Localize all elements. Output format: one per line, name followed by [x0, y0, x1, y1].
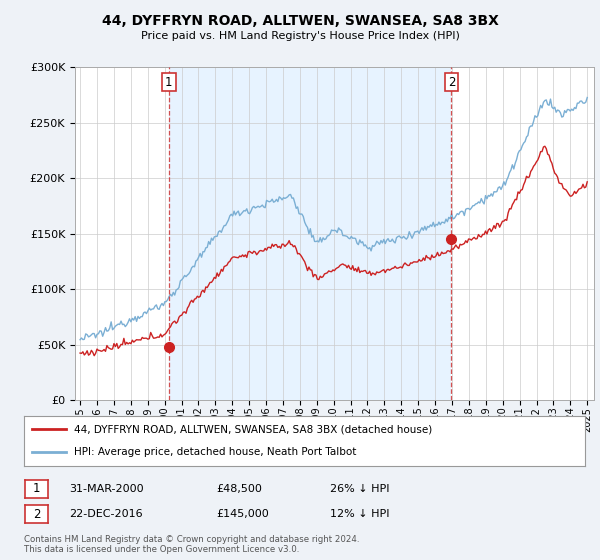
Text: 31-MAR-2000: 31-MAR-2000	[69, 484, 143, 494]
Text: 22-DEC-2016: 22-DEC-2016	[69, 509, 143, 519]
Text: 2: 2	[33, 507, 40, 521]
Text: 2: 2	[448, 76, 455, 88]
Text: £145,000: £145,000	[216, 509, 269, 519]
Text: 1: 1	[165, 76, 173, 88]
Text: HPI: Average price, detached house, Neath Port Talbot: HPI: Average price, detached house, Neat…	[74, 447, 357, 458]
Text: 44, DYFFRYN ROAD, ALLTWEN, SWANSEA, SA8 3BX (detached house): 44, DYFFRYN ROAD, ALLTWEN, SWANSEA, SA8 …	[74, 424, 433, 434]
Text: Price paid vs. HM Land Registry's House Price Index (HPI): Price paid vs. HM Land Registry's House …	[140, 31, 460, 41]
Text: £48,500: £48,500	[216, 484, 262, 494]
Bar	[169, 67, 451, 400]
Text: 1: 1	[33, 482, 40, 496]
Text: 26% ↓ HPI: 26% ↓ HPI	[330, 484, 389, 494]
Text: Contains HM Land Registry data © Crown copyright and database right 2024.
This d: Contains HM Land Registry data © Crown c…	[24, 535, 359, 554]
Text: 44, DYFFRYN ROAD, ALLTWEN, SWANSEA, SA8 3BX: 44, DYFFRYN ROAD, ALLTWEN, SWANSEA, SA8 …	[101, 14, 499, 28]
Text: 12% ↓ HPI: 12% ↓ HPI	[330, 509, 389, 519]
